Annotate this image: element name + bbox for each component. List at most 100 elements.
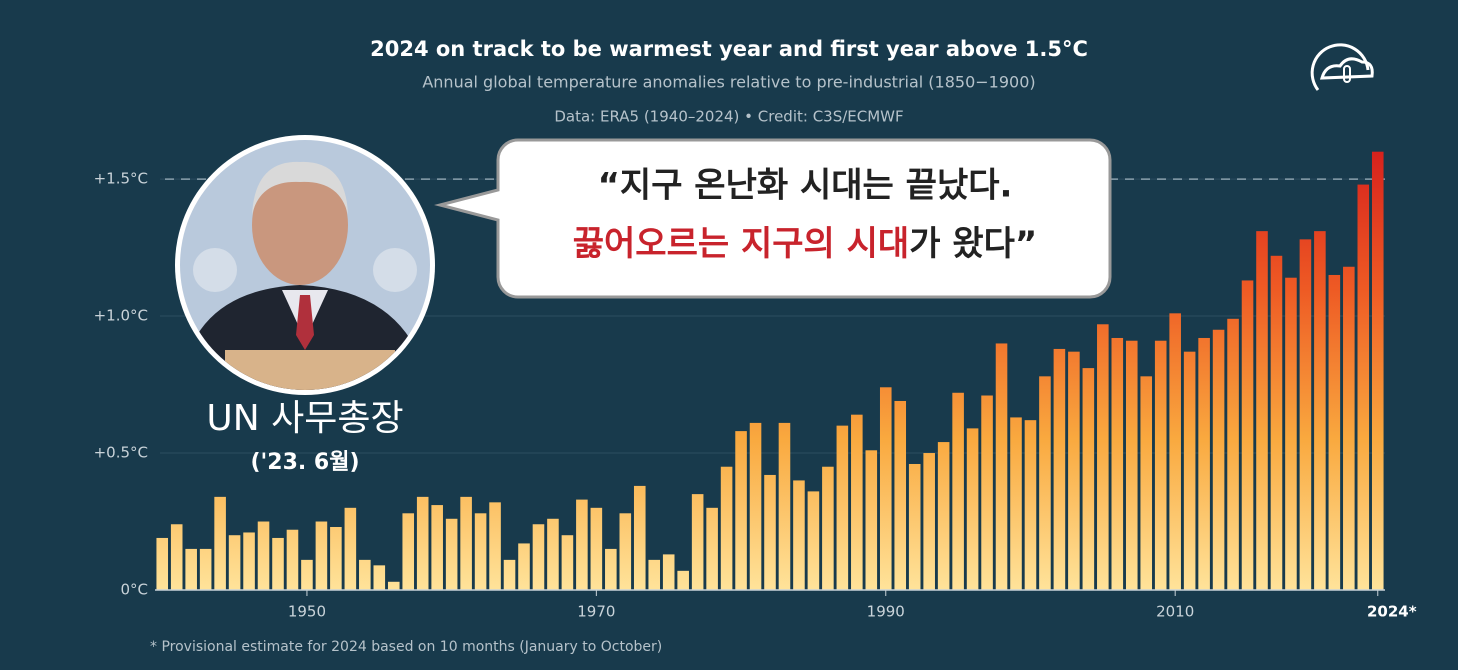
bar bbox=[402, 513, 415, 590]
bar bbox=[1212, 329, 1225, 590]
y-tick-label: +0.5°C bbox=[94, 444, 148, 462]
bar bbox=[518, 543, 530, 590]
bar bbox=[185, 548, 197, 590]
bar bbox=[243, 532, 255, 590]
bar bbox=[301, 559, 313, 590]
bar bbox=[1314, 231, 1326, 590]
bar bbox=[1285, 277, 1297, 590]
footnote: * Provisional estimate for 2024 based on… bbox=[150, 639, 662, 655]
bar bbox=[778, 422, 791, 590]
portrait bbox=[175, 135, 435, 395]
bar bbox=[894, 400, 907, 590]
bar bbox=[460, 496, 472, 590]
caption: UN 사무총장 bbox=[206, 398, 403, 439]
quote-line: 끓어오르는 지구의 시대가 왔다” bbox=[573, 224, 1038, 264]
speech-bubble: “지구 온난화 시대는 끝났다. 끓어오르는 지구의 시대가 왔다” bbox=[434, 138, 1112, 299]
bar bbox=[1169, 313, 1181, 590]
bar bbox=[807, 491, 820, 590]
bar bbox=[272, 537, 284, 590]
bar bbox=[1111, 337, 1124, 590]
bar bbox=[257, 521, 270, 590]
bar bbox=[359, 559, 371, 590]
bar bbox=[532, 524, 545, 590]
bar bbox=[228, 535, 241, 590]
bar bbox=[1270, 255, 1283, 590]
bar bbox=[199, 548, 212, 590]
bar bbox=[764, 474, 776, 590]
bar bbox=[836, 425, 849, 590]
bar bbox=[489, 502, 501, 590]
bar bbox=[662, 554, 675, 590]
bar bbox=[474, 513, 487, 590]
bar bbox=[749, 422, 762, 590]
chart-subtitle: Annual global temperature anomalies rela… bbox=[422, 73, 1035, 92]
bar bbox=[952, 392, 964, 590]
bar bbox=[908, 463, 921, 590]
logo bbox=[1310, 43, 1374, 91]
quote-highlight: 끓어오르는 지구의 시대 bbox=[573, 224, 909, 264]
bar bbox=[793, 480, 805, 590]
bar bbox=[1183, 351, 1196, 590]
bar bbox=[1328, 274, 1341, 590]
bar bbox=[387, 581, 400, 590]
bar bbox=[214, 496, 226, 590]
bar bbox=[995, 343, 1008, 590]
bar bbox=[1371, 151, 1384, 591]
bar bbox=[431, 505, 443, 590]
bar bbox=[1068, 351, 1080, 590]
bar bbox=[865, 450, 878, 590]
bar bbox=[1241, 280, 1254, 590]
bar bbox=[561, 535, 574, 590]
bar bbox=[1256, 231, 1268, 590]
bar bbox=[590, 507, 603, 590]
bar bbox=[735, 431, 747, 590]
y-tick-label: 0°C bbox=[120, 581, 148, 599]
source: Data: ERA5 (1940–2024) • Credit: C3S/ECM… bbox=[554, 108, 903, 126]
bar bbox=[1125, 340, 1138, 590]
bar bbox=[966, 428, 979, 590]
bar bbox=[373, 565, 386, 590]
x-tick-label: 1970 bbox=[577, 603, 615, 621]
bar bbox=[1024, 420, 1037, 590]
bar bbox=[1227, 318, 1239, 590]
plot: 0°C +0.5°C +1.0°C +1.5°C 1950 1970 1990 2010 202… bbox=[94, 151, 1417, 621]
bar bbox=[981, 395, 993, 590]
y-tick-label: +1.5°C bbox=[94, 170, 148, 188]
bar bbox=[1053, 348, 1066, 590]
x-tick-label: 1990 bbox=[867, 603, 905, 621]
bar bbox=[1154, 340, 1167, 590]
bar bbox=[156, 537, 169, 590]
bar bbox=[619, 513, 632, 590]
caption-date: ('23. 6월) bbox=[250, 450, 359, 475]
bar bbox=[416, 496, 429, 590]
bar bbox=[1010, 417, 1022, 590]
bar bbox=[1082, 368, 1095, 590]
bar bbox=[1299, 239, 1312, 590]
bar bbox=[1039, 376, 1051, 590]
bar bbox=[633, 485, 646, 590]
bar bbox=[170, 524, 183, 590]
bar bbox=[330, 526, 342, 590]
bar bbox=[503, 559, 516, 590]
quote-line: “지구 온난화 시대는 끝났다. bbox=[598, 166, 1013, 206]
bar bbox=[286, 529, 299, 590]
bar bbox=[1198, 337, 1210, 590]
x-tick-label: 1950 bbox=[288, 603, 326, 621]
bar bbox=[648, 559, 661, 590]
y-tick-label: +1.0°C bbox=[94, 307, 148, 325]
chart-title: 2024 on track to be warmest year and fir… bbox=[370, 37, 1088, 61]
bar bbox=[547, 518, 559, 590]
bar bbox=[605, 548, 617, 590]
quote-rest: 가 왔다” bbox=[909, 224, 1037, 264]
bar bbox=[706, 507, 718, 590]
bar bbox=[1357, 184, 1370, 590]
bar bbox=[822, 466, 834, 590]
bar bbox=[1343, 266, 1355, 590]
bar bbox=[923, 453, 935, 590]
bar bbox=[937, 442, 950, 590]
bar bbox=[677, 570, 689, 590]
bar bbox=[720, 466, 733, 590]
bar bbox=[1097, 324, 1109, 590]
